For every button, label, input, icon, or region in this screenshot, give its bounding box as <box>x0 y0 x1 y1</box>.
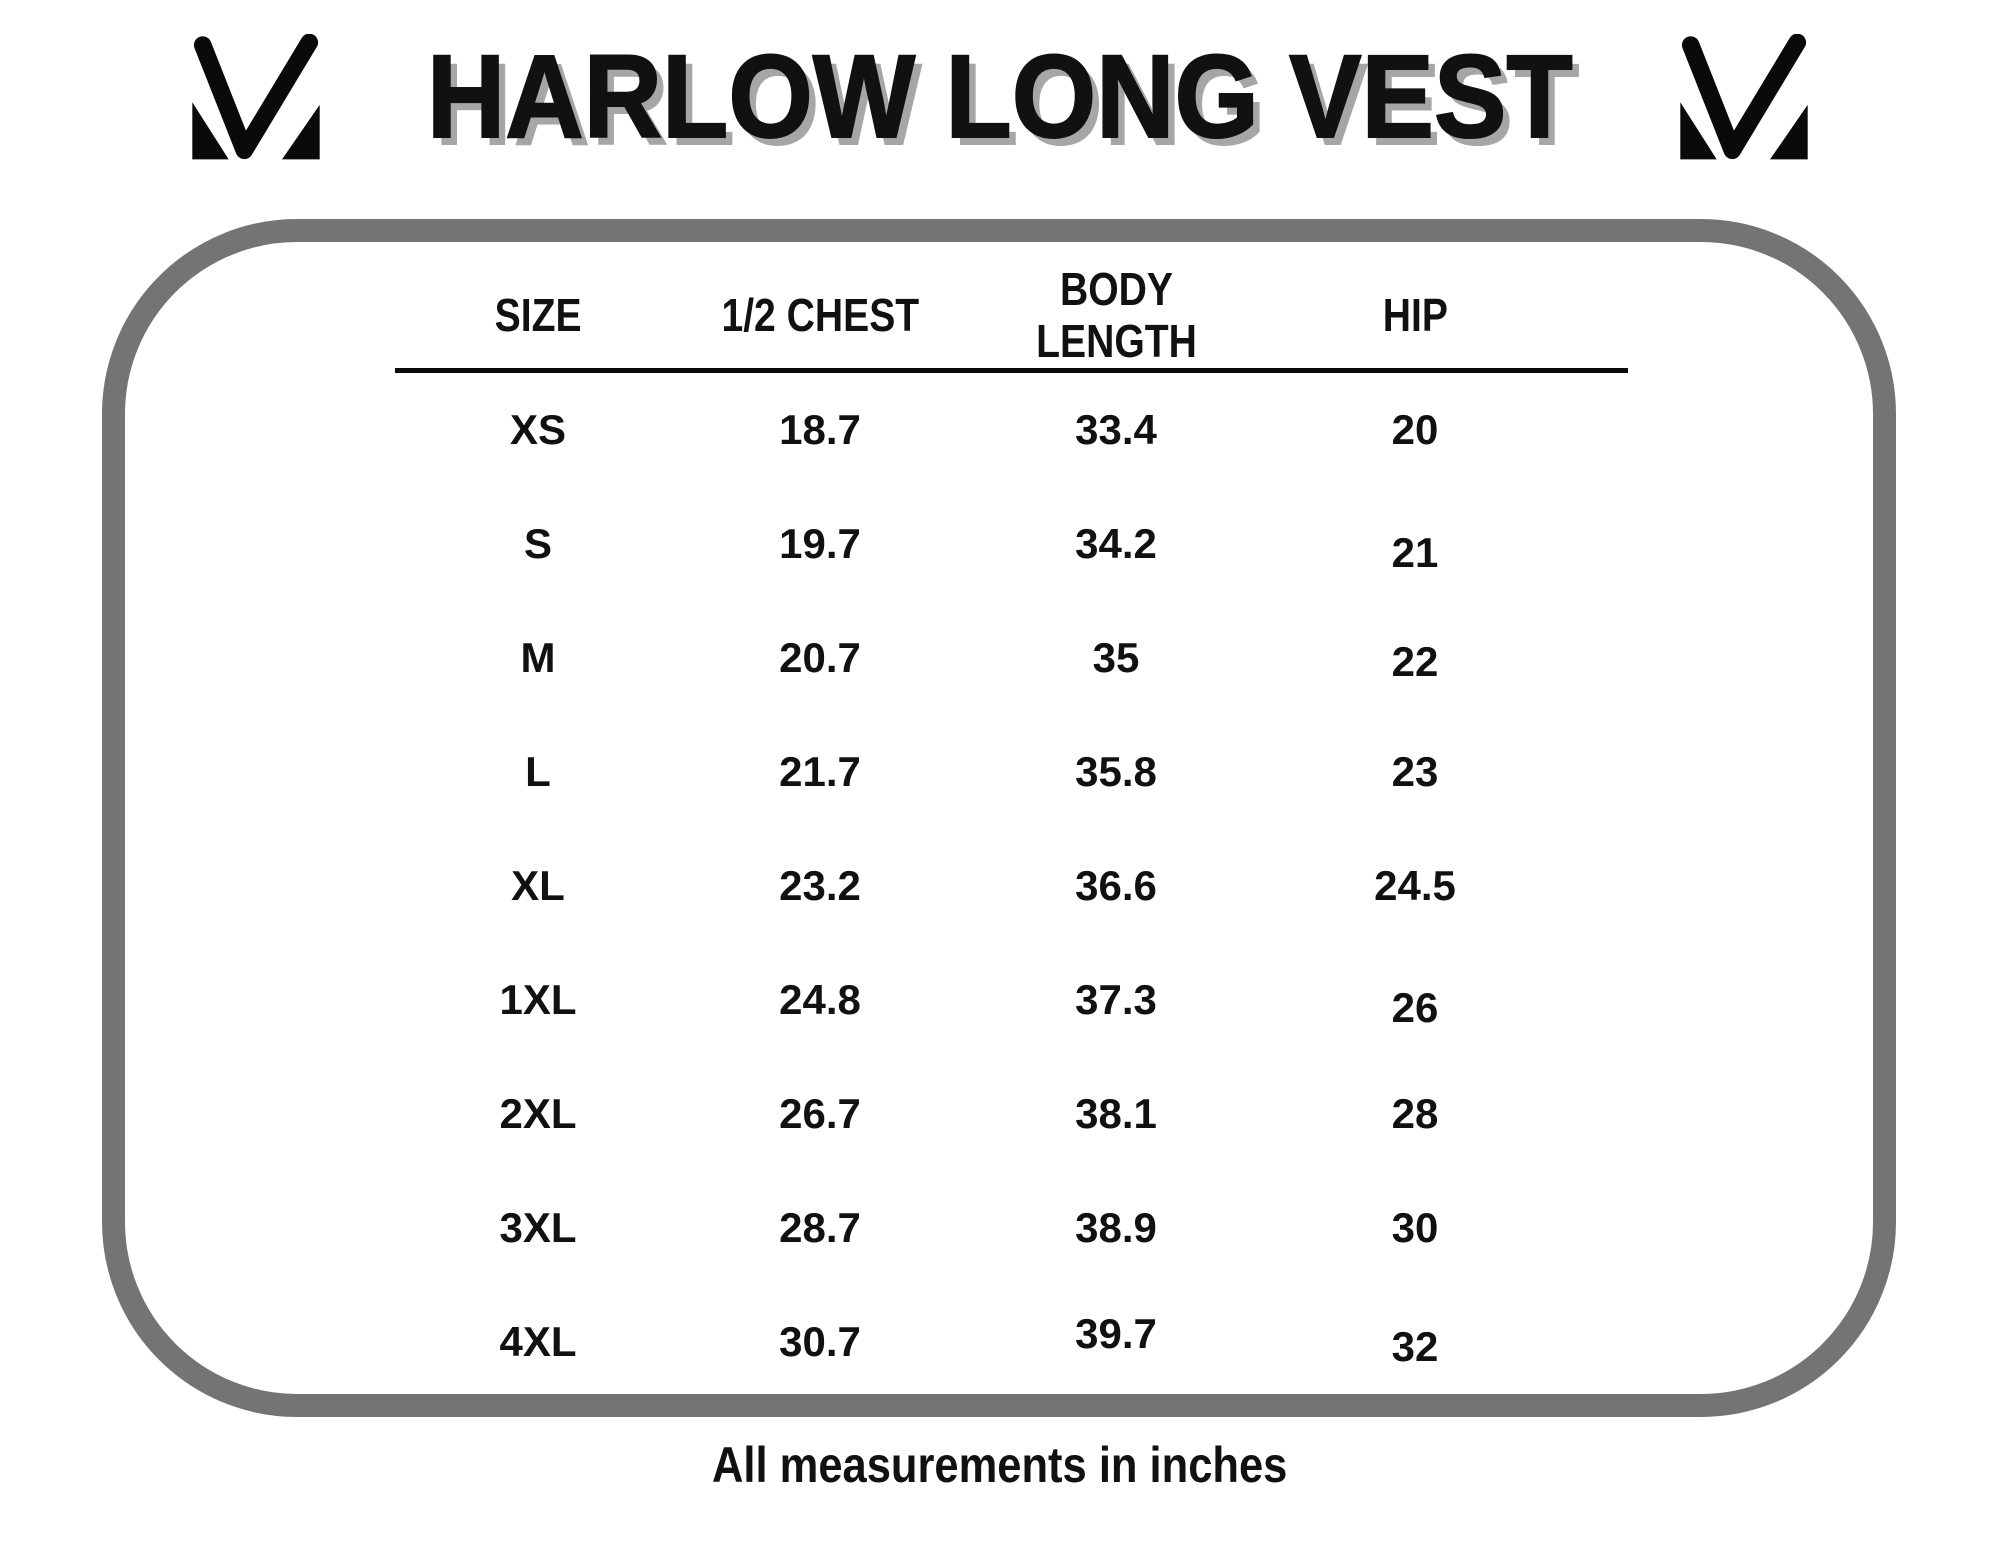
chart-frame <box>102 219 1896 1417</box>
table-row: 4XL 30.7 39.7 32 <box>398 1285 1560 1399</box>
measurement-value: 38.9 <box>1075 1204 1157 1251</box>
table-row: 1XL 24.8 37.3 26 <box>398 943 1560 1057</box>
page-title: HARLOW LONG VEST <box>426 31 1574 163</box>
measurement-value: 22 <box>1391 638 1439 685</box>
measurement-value: 30 <box>1391 1204 1439 1251</box>
measurement-value: 35.8 <box>1075 748 1157 795</box>
size-label: S <box>523 520 552 567</box>
size-label: 4XL <box>499 1318 577 1365</box>
brand-m-logo-left <box>192 34 320 160</box>
table-row: XL 23.2 36.6 24.5 <box>398 829 1560 943</box>
measurement-value: 38.1 <box>1075 1090 1157 1137</box>
measurement-value: 19.7 <box>779 520 861 567</box>
size-label: 1XL <box>499 976 577 1023</box>
measurement-value: 21.7 <box>779 748 861 795</box>
column-header-size: SIZE <box>494 289 582 342</box>
logo-right-triangle <box>1769 104 1808 160</box>
measurement-value: 34.2 <box>1075 520 1157 567</box>
measurement-value: 35 <box>1092 634 1140 681</box>
brand-header: HARLOW LONG VEST <box>0 22 2000 172</box>
measurement-value: 20.7 <box>779 634 861 681</box>
measurement-value: 20 <box>1391 406 1439 453</box>
column-header-half-chest: 1/2 CHEST <box>721 289 919 342</box>
column-header-hip: HIP <box>1382 289 1448 342</box>
size-label: M <box>520 634 556 681</box>
table-row: 2XL 26.7 38.1 28 <box>398 1057 1560 1171</box>
measurement-value: 32 <box>1391 1323 1439 1370</box>
measurement-value: 21 <box>1391 529 1439 576</box>
size-label: 2XL <box>499 1090 577 1137</box>
table-row: L 21.7 35.8 23 <box>398 715 1560 829</box>
logo-check-stroke <box>194 34 319 160</box>
measurement-value: 24.8 <box>779 976 861 1023</box>
measurement-value: 26 <box>1391 984 1439 1031</box>
table-body: XS 18.7 33.4 20 S 19.7 34.2 21 M 20.7 35 22 L 21.7 35.… <box>398 373 1560 1399</box>
size-label: XS <box>509 406 567 453</box>
measurement-value: 28 <box>1391 1090 1439 1137</box>
measurement-value: 36.6 <box>1075 862 1157 909</box>
size-label: XL <box>511 862 565 909</box>
table-row: M 20.7 35 22 <box>398 601 1560 715</box>
size-label: 3XL <box>499 1204 577 1251</box>
logo-right-triangle <box>282 104 320 160</box>
table-row: S 19.7 34.2 21 <box>398 487 1560 601</box>
logo-check-stroke <box>1681 34 1806 160</box>
column-header-body-length: BODY LENGTH <box>1035 263 1197 367</box>
measurement-value: 23 <box>1391 748 1439 795</box>
header-divider <box>395 368 1628 373</box>
footer-note: All measurements in inches <box>712 1437 1288 1493</box>
measurement-value: 24.5 <box>1374 862 1456 909</box>
measurement-value: 18.7 <box>779 406 861 453</box>
measurement-value: 23.2 <box>779 862 861 909</box>
measurement-value: 30.7 <box>779 1318 861 1365</box>
measurement-value: 26.7 <box>779 1090 861 1137</box>
table-row: 3XL 28.7 38.9 30 <box>398 1171 1560 1285</box>
measurement-value: 39.7 <box>1075 1310 1157 1357</box>
measurement-value: 28.7 <box>779 1204 861 1251</box>
table-header-row: SIZE 1/2 CHEST BODY LENGTH HIP <box>398 260 1560 372</box>
measurement-value: 37.3 <box>1075 976 1157 1023</box>
size-label: L <box>525 748 551 795</box>
table-row: XS 18.7 33.4 20 <box>398 373 1560 487</box>
brand-m-logo-right <box>1680 34 1808 160</box>
measurement-value: 33.4 <box>1075 406 1157 453</box>
